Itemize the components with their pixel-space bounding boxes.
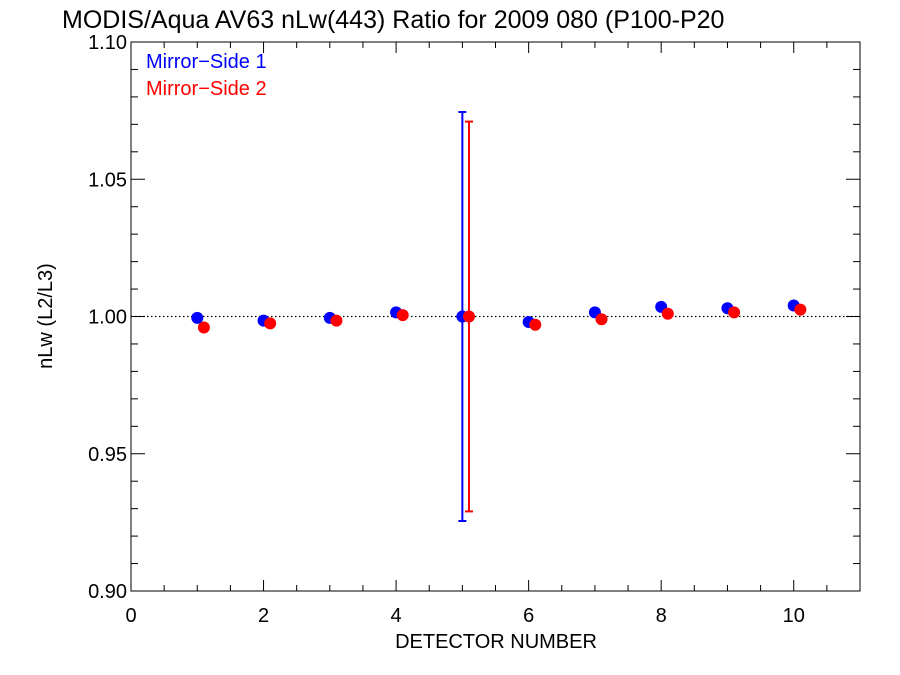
data-point-series-2 — [197, 321, 210, 334]
chart-title: MODIS/Aqua AV63 nLw(443) Ratio for 2009 … — [62, 6, 724, 34]
series-layer — [191, 110, 807, 523]
x-tick-label: 2 — [258, 605, 269, 627]
x-axis-label: DETECTOR NUMBER — [395, 631, 597, 653]
y-tick-label: 1.10 — [88, 32, 127, 54]
legend-entry-mirror-side-2: Mirror−Side 2 — [146, 78, 267, 100]
data-point-series-2 — [728, 306, 741, 319]
y-tick-label: 1.05 — [88, 169, 127, 191]
axis-ticks: 0 2 4 6 8 10 0.90 0.95 1.00 1.05 1.10 — [88, 32, 861, 627]
data-point-series-2 — [330, 314, 343, 327]
data-point-series-1 — [191, 311, 204, 324]
data-point-series-2 — [396, 309, 409, 322]
y-axis-label: nLw (L2/L3) — [35, 263, 57, 369]
legend-entry-mirror-side-1: Mirror−Side 1 — [146, 51, 267, 73]
x-tick-label: 10 — [783, 605, 805, 627]
data-point-series-2 — [661, 307, 674, 320]
y-tick-label: 0.95 — [88, 444, 127, 466]
x-tick-label: 6 — [523, 605, 534, 627]
data-point-series-2 — [794, 303, 807, 316]
data-point-series-2 — [264, 317, 277, 330]
y-tick-label: 1.00 — [88, 307, 127, 329]
data-point-series-2 — [529, 318, 542, 331]
x-tick-label: 4 — [391, 605, 402, 627]
y-tick-label: 0.90 — [88, 581, 127, 603]
data-point-series-2 — [462, 310, 475, 323]
x-tick-label: 8 — [656, 605, 667, 627]
x-tick-label: 0 — [125, 605, 136, 627]
data-point-series-2 — [595, 313, 608, 326]
